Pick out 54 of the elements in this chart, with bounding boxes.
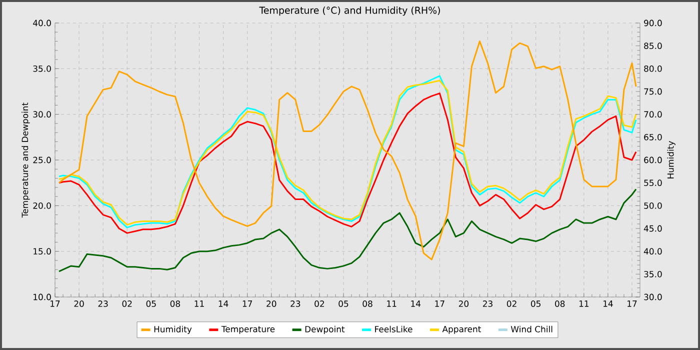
- y-axis-title: Temperature and Dewpoint: [22, 102, 30, 218]
- x-tick-label: 08: [170, 300, 180, 307]
- legend-label: Wind Chill: [510, 326, 552, 332]
- y-tick-label: 10.0: [34, 294, 51, 300]
- legend-label: FeelsLike: [375, 326, 412, 332]
- y-tick-label: 20.0: [33, 202, 51, 209]
- x-tick-label: 02: [506, 300, 516, 307]
- y2-tick-label: 75.0: [644, 88, 662, 95]
- y-tick-label: 40.0: [33, 20, 51, 26]
- x-tick-label: 20: [458, 300, 469, 307]
- x-tick-label: 08: [555, 300, 565, 307]
- y2-tick-label: 35.0: [644, 270, 662, 278]
- x-tick-label: 17: [50, 300, 60, 307]
- x-tick-label: 14: [603, 300, 613, 307]
- x-tick-label: 11: [387, 300, 396, 307]
- x-tick-label: 14: [218, 300, 228, 307]
- legend-label: Dewpoint: [305, 326, 345, 334]
- y-tick-label: 35.0: [33, 65, 51, 72]
- y2-tick-label: 80.0: [644, 65, 662, 72]
- x-tick-label: 05: [146, 300, 156, 307]
- y2-tick-label: 30.0: [644, 294, 662, 300]
- y2-tick-label: 60.0: [644, 156, 662, 164]
- x-tick-label: 17: [628, 300, 637, 307]
- y2-tick-label: 85.0: [644, 42, 662, 50]
- y2-tick-label: 45.0: [644, 225, 662, 232]
- x-tick-label: 17: [435, 300, 444, 307]
- chart-title: Temperature (°C) and Humidity (RH%): [259, 6, 440, 16]
- x-tick-label: 20: [74, 300, 84, 307]
- y2-tick-label: 65.0: [644, 134, 662, 140]
- y-tick-label: 30.0: [33, 111, 51, 118]
- x-tick-label: 17: [242, 300, 252, 307]
- legend-label: Temperature: [221, 326, 275, 334]
- y2-tick-label: 70.0: [644, 111, 662, 118]
- legend-label: Apparent: [442, 326, 481, 334]
- x-tick-label: 11: [194, 300, 204, 307]
- x-tick-label: 20: [266, 300, 276, 307]
- x-tick-label: 23: [98, 300, 108, 307]
- y-tick-label: 15.0: [34, 248, 51, 255]
- y2-tick-label: 50.0: [644, 202, 662, 209]
- legend-label: Humidity: [154, 326, 192, 334]
- x-tick-label: 08: [362, 300, 372, 307]
- y2-tick-label: 40.0: [644, 248, 662, 255]
- x-tick-label: 23: [290, 300, 300, 307]
- x-tick-label: 11: [579, 300, 589, 307]
- y-tick-label: 25.0: [33, 156, 51, 164]
- x-tick-label: 02: [122, 300, 132, 307]
- y2-axis-title: Humidity: [667, 141, 676, 178]
- x-tick-label: 14: [411, 300, 421, 307]
- x-tick-label: 05: [338, 300, 348, 307]
- y2-tick-label: 55.0: [644, 180, 662, 186]
- y2-tick-label: 90.0: [644, 20, 662, 26]
- x-tick-label: 05: [531, 300, 540, 307]
- x-tick-label: 23: [482, 300, 492, 307]
- x-tick-label: 02: [314, 300, 324, 307]
